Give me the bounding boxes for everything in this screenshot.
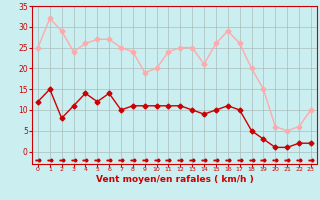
X-axis label: Vent moyen/en rafales ( km/h ): Vent moyen/en rafales ( km/h ) [96, 175, 253, 184]
